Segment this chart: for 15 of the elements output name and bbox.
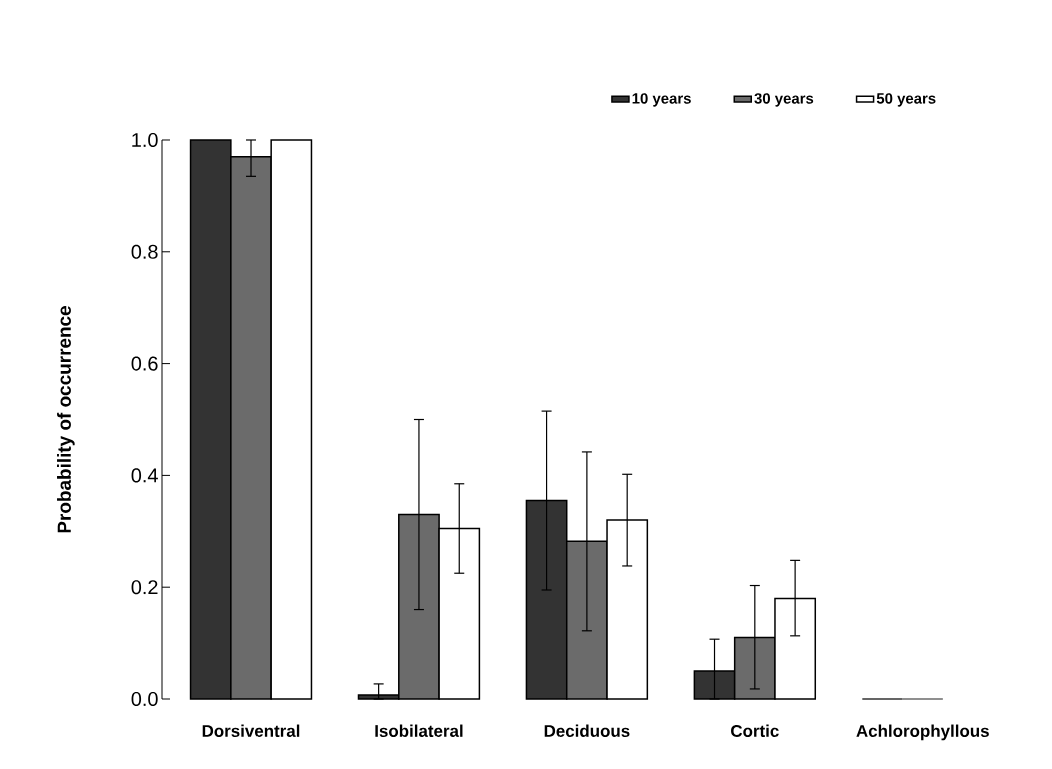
- x-tick-label: Achlorophyllous: [856, 724, 989, 741]
- y-tick-label: 0.8: [131, 244, 158, 259]
- x-tick-label: Isobilateral: [375, 724, 463, 737]
- y-axis-title: Probability of occurrence: [57, 306, 75, 533]
- legend-label: 50 years: [876, 93, 936, 107]
- y-tick-label: 0.0: [131, 691, 158, 707]
- y-tick-label: 1.0: [132, 132, 158, 148]
- x-tick-label: Dorsiventral: [202, 724, 300, 737]
- y-tick-label: 0.2: [131, 580, 158, 595]
- x-tick-label: Cortic: [731, 724, 779, 737]
- legend-label: 10 years: [632, 93, 691, 107]
- legend-label: 30 years: [754, 93, 814, 107]
- y-tick-label: 0.6: [131, 356, 158, 371]
- y-tick-label: 0.4: [131, 468, 158, 483]
- x-tick-label: Deciduous: [544, 724, 630, 737]
